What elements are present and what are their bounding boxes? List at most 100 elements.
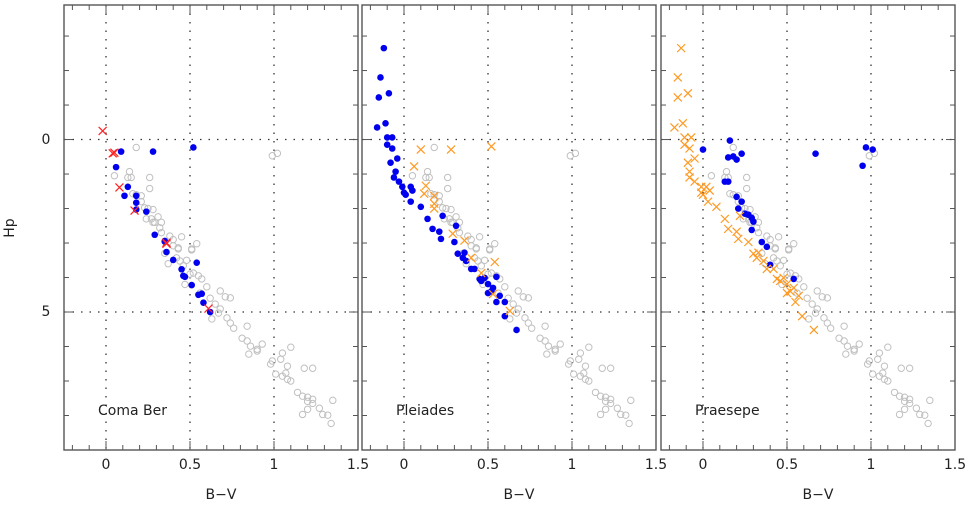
background-star-point [874, 355, 882, 363]
background-star-point [617, 410, 625, 419]
background-star-point [527, 324, 536, 332]
background-star-point [214, 309, 223, 317]
member-star-point [375, 94, 383, 101]
background-star-point [157, 218, 166, 227]
member-star-point [417, 203, 425, 211]
background-star-point [818, 293, 826, 301]
background-star-point [319, 410, 327, 419]
member-star-point [733, 193, 740, 201]
member-star-point [461, 249, 468, 256]
background-star-point [524, 294, 533, 302]
member-star-point [452, 222, 460, 230]
x-tick-label: 0.5 [776, 457, 798, 473]
background-star-point [868, 370, 877, 378]
background-star-point [808, 300, 816, 308]
member-star-point [407, 198, 415, 205]
background-star-point [287, 377, 295, 385]
member-star-point [117, 148, 125, 155]
member-star-point [377, 74, 384, 81]
background-star-point [514, 305, 522, 313]
panel-frame [63, 4, 359, 451]
cross-star-point [680, 140, 689, 150]
member-star-point [190, 144, 197, 151]
background-star-point [875, 349, 884, 357]
background-star-point [569, 370, 578, 378]
cross-star-point [769, 264, 778, 274]
background-star-point [596, 392, 605, 400]
member-star-point [862, 144, 870, 151]
background-star-point [622, 411, 630, 419]
panel-frame [660, 4, 956, 451]
background-star-point [145, 184, 154, 193]
member-star-point [383, 134, 391, 141]
member-star-point [373, 124, 381, 131]
cross-star-point [448, 229, 458, 239]
cross-star-point [486, 142, 496, 151]
member-star-point [424, 215, 431, 223]
background-star-point [514, 287, 522, 295]
cross-star-point [115, 183, 124, 192]
member-star-point [748, 226, 756, 234]
member-star-point [181, 273, 189, 281]
cross-star-point [488, 289, 498, 299]
cross-star-point [162, 238, 171, 248]
background-star-point [198, 275, 206, 283]
background-star-point [742, 184, 751, 193]
background-star-point [800, 283, 808, 291]
x-tick-label: 1 [270, 457, 279, 473]
background-star-point [442, 204, 450, 213]
panel-frame [361, 4, 657, 451]
panel-label: Pleiades [396, 403, 454, 419]
background-star-point [627, 396, 635, 405]
cross-star-point [505, 306, 515, 316]
background-star-point [890, 388, 899, 397]
member-star-point [402, 191, 409, 199]
background-star-point [524, 319, 533, 327]
background-star-point [601, 397, 610, 406]
background-star-point [912, 404, 921, 412]
background-star-point [308, 395, 317, 403]
background-star-point [585, 343, 593, 351]
background-star-point [455, 228, 464, 237]
background-star-point [208, 315, 216, 323]
member-star-point [435, 228, 443, 235]
cross-star-point [409, 162, 419, 171]
cross-star-point [698, 190, 708, 200]
background-star-point [443, 184, 452, 193]
background-star-point [327, 419, 335, 428]
cross-star-point [421, 181, 431, 191]
background-star-point [884, 343, 892, 351]
member-star-point [409, 187, 416, 194]
cross-star-point [490, 257, 500, 267]
cross-star-point [673, 93, 683, 102]
background-star-point [606, 399, 615, 408]
y-axis-label: Hp [2, 218, 18, 238]
cross-star-point [683, 158, 693, 168]
cross-star-point [466, 253, 476, 263]
member-star-point [724, 178, 732, 185]
member-star-point [454, 250, 462, 258]
cross-star-point [162, 239, 171, 249]
background-star-point [273, 149, 282, 158]
x-tick-label: 0.5 [179, 457, 201, 473]
background-star-point [186, 270, 194, 278]
cross-star-point [735, 211, 745, 221]
background-star-point [181, 280, 189, 289]
background-star-point [779, 256, 788, 264]
member-star-point [451, 238, 458, 246]
background-star-point [447, 218, 455, 227]
background-star-point [110, 172, 119, 180]
background-star-point [430, 143, 438, 152]
background-star-point [145, 173, 154, 182]
cross-star-point [680, 133, 689, 142]
cross-star-point [416, 145, 426, 154]
background-star-point [422, 173, 430, 182]
cross-star-point [762, 264, 772, 274]
cross-star-point [705, 186, 715, 196]
member-star-point [488, 288, 495, 295]
background-star-point [613, 404, 622, 412]
member-star-point [393, 155, 401, 162]
member-star-point [151, 231, 159, 239]
background-star-point [203, 283, 211, 291]
